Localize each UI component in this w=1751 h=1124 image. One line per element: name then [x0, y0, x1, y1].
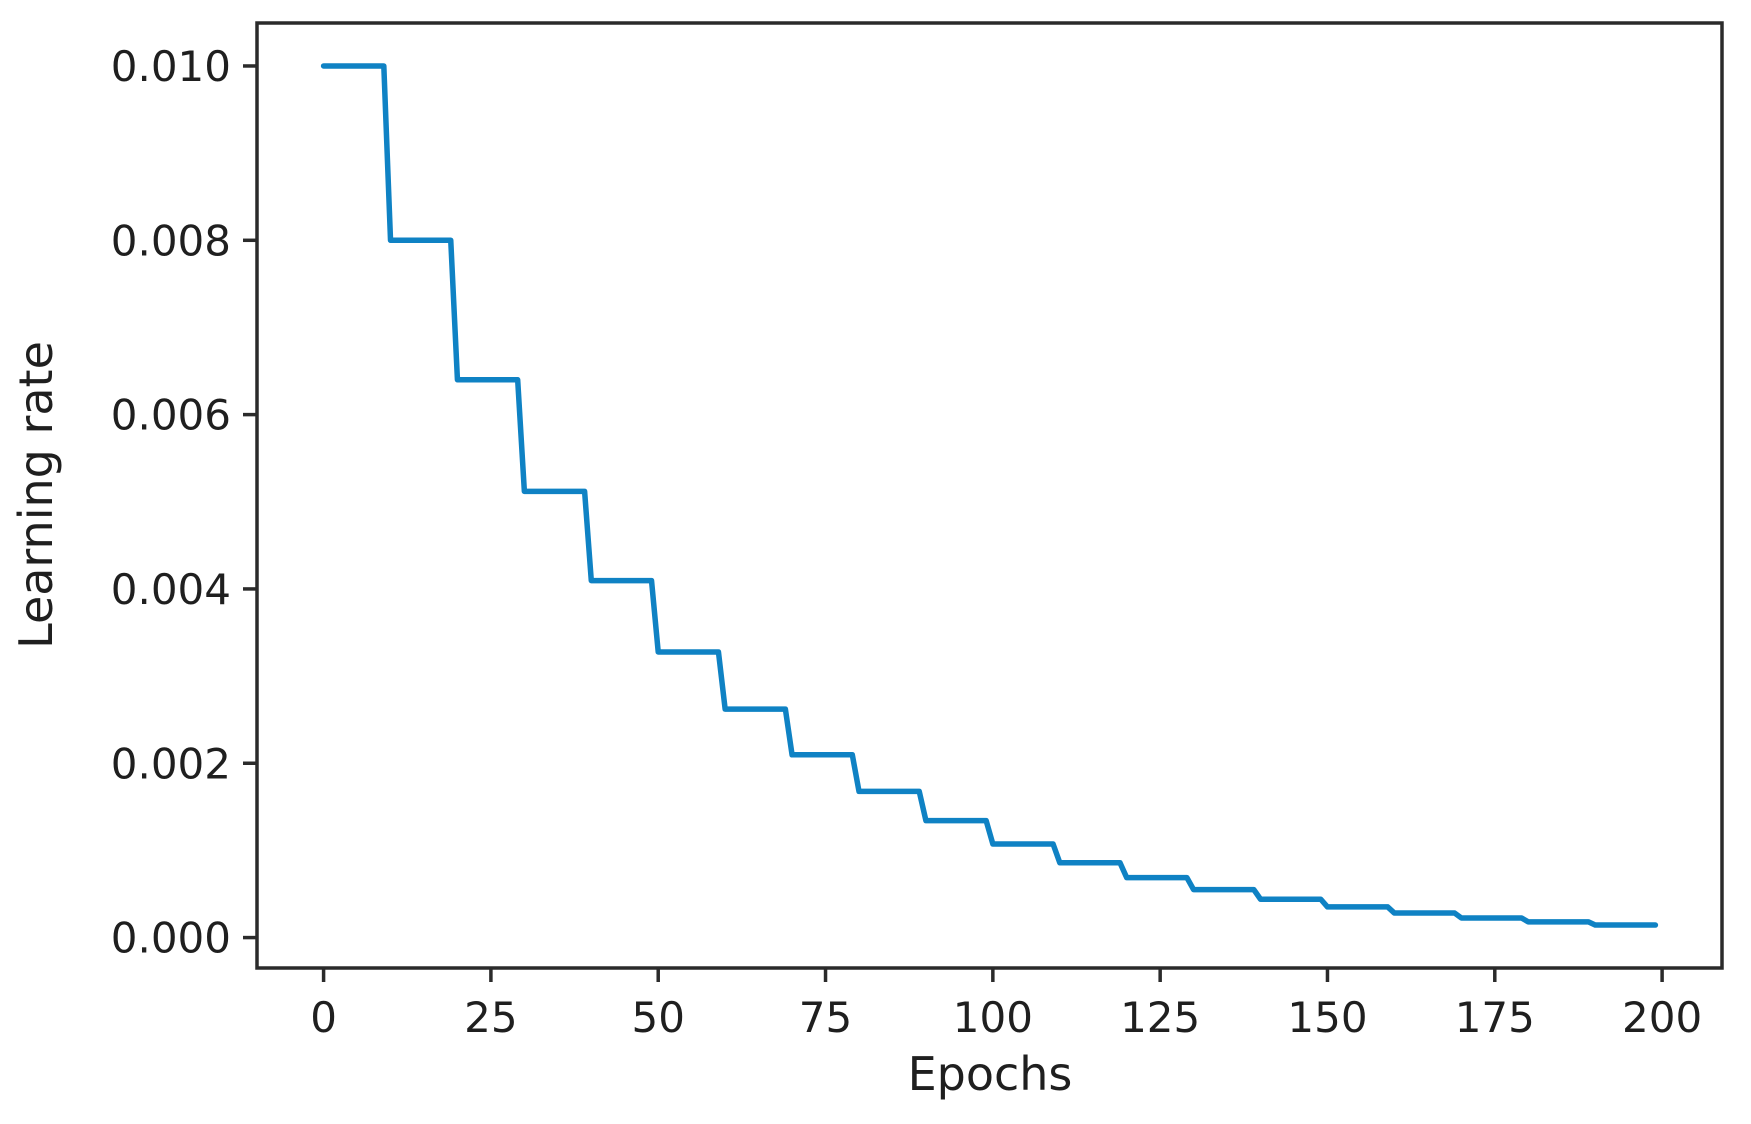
x-tick-label: 75 [799, 993, 852, 1042]
y-axis-ticks [243, 64, 257, 940]
x-axis-tick-labels: 0 25 50 75 100 125 150 175 200 [310, 993, 1702, 1042]
x-tick-label: 100 [953, 993, 1033, 1042]
y-tick-label: 0.002 [111, 739, 231, 788]
y-tick-label: 0.010 [111, 42, 231, 91]
x-tick-label: 25 [464, 993, 517, 1042]
learning-rate-line [320, 63, 1659, 928]
y-tick-label: 0.004 [111, 565, 231, 614]
x-tick-label: 125 [1120, 993, 1200, 1042]
x-tick-label: 200 [1622, 993, 1702, 1042]
y-axis-label: Learning rate [9, 341, 63, 649]
x-tick-label: 0 [310, 993, 337, 1042]
y-tick-label: 0.008 [111, 216, 231, 265]
y-tick-label: 0.000 [111, 914, 231, 963]
x-tick-label: 50 [631, 993, 684, 1042]
x-axis-label: Epochs [908, 1047, 1073, 1101]
x-tick-label: 175 [1455, 993, 1535, 1042]
y-tick-label: 0.006 [111, 391, 231, 440]
x-axis-ticks [321, 968, 1664, 982]
y-axis-tick-labels: 0.000 0.002 0.004 0.006 0.008 0.010 [111, 42, 231, 963]
x-tick-label: 150 [1287, 993, 1367, 1042]
plot-border [255, 21, 1724, 970]
